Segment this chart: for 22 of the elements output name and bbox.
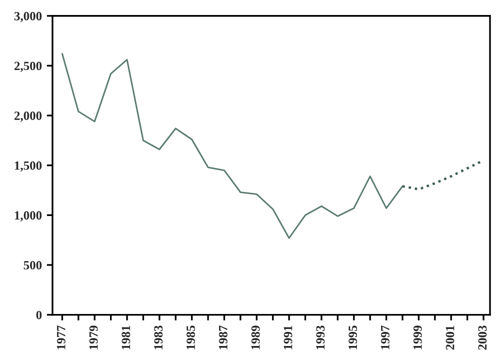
x-tick-label: 1989: [251, 326, 260, 350]
y-tick-label: 2,500: [14, 62, 42, 72]
line-series: [61, 52, 404, 239]
x-tick-label: 1977: [56, 326, 66, 350]
x-tick-label: 1997: [381, 326, 390, 350]
y-tick-label: 500: [24, 261, 42, 270]
y-tick-label: 1,000: [14, 211, 42, 222]
x-tick-label: 1979: [89, 326, 98, 350]
x-tick-label: 1983: [154, 326, 163, 350]
x-tick-label: 1995: [348, 326, 358, 350]
y-tick-label: 0: [36, 310, 42, 320]
x-tick-label: 2001: [446, 326, 454, 350]
x-tick-label: 1987: [218, 326, 228, 350]
x-tick-label: 1991: [284, 326, 292, 350]
y-tick-label: 3,000: [14, 12, 42, 22]
y-tick-label: 1,500: [14, 161, 42, 172]
y-tick-label: 2,000: [14, 112, 42, 122]
x-tick-label: 1993: [316, 326, 325, 350]
x-tick-label: 1985: [186, 326, 195, 350]
x-tick-label: 1981: [122, 326, 130, 350]
x-tick-label: 1999: [413, 326, 422, 350]
x-tick-label: 2003: [478, 326, 487, 350]
